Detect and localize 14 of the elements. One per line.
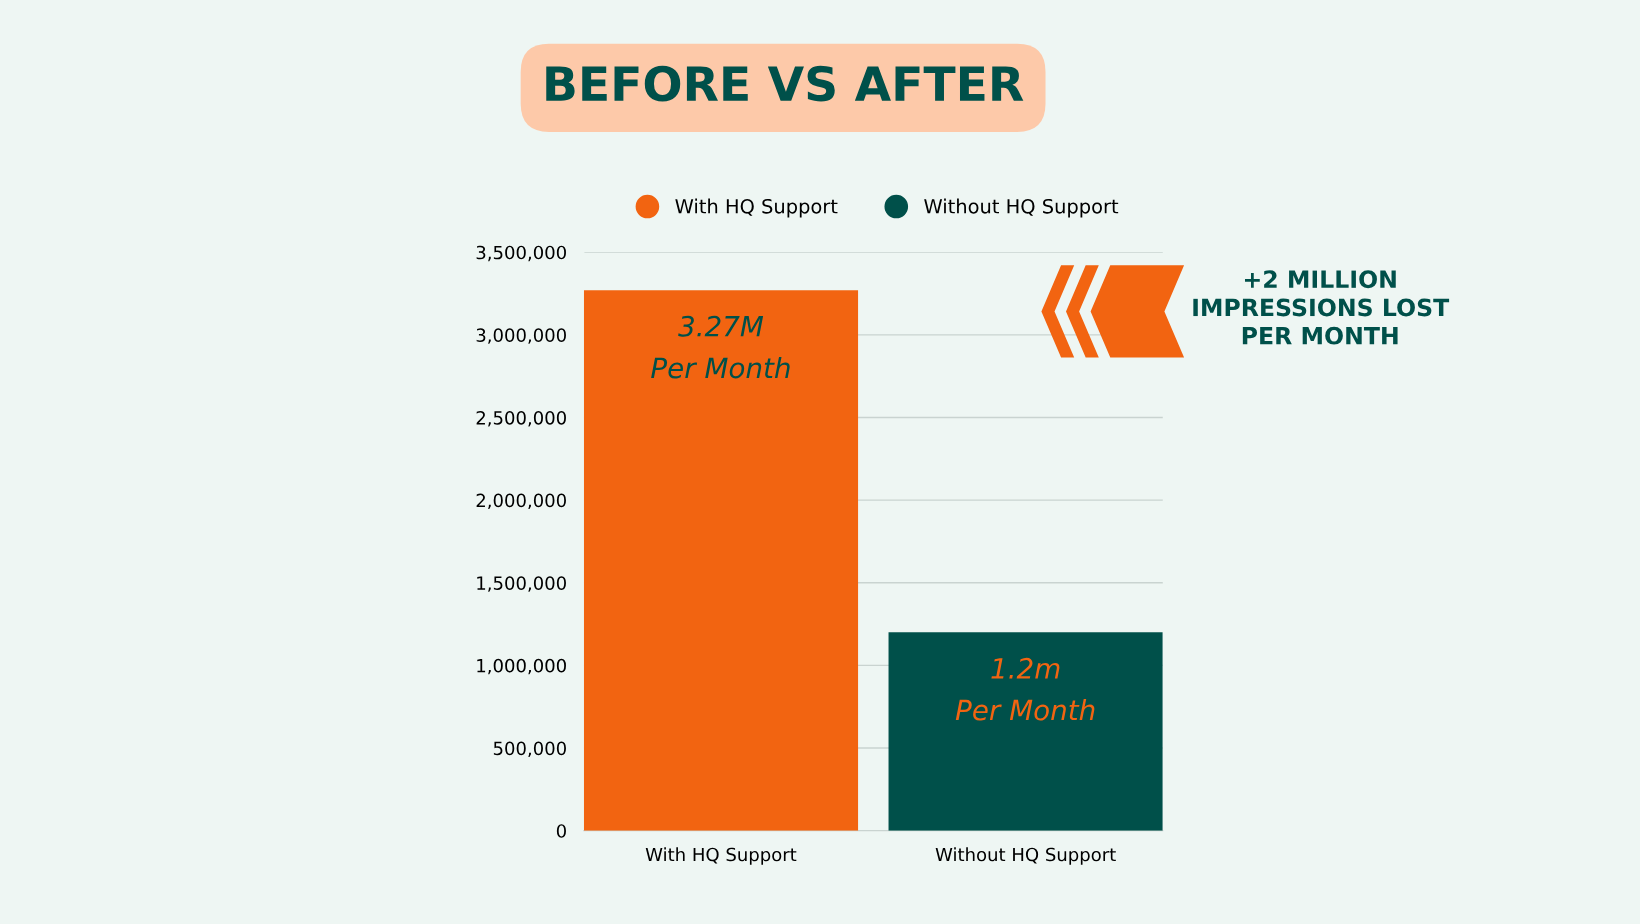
y-tick-label: 3,500,000	[476, 245, 566, 262]
y-tick-label: 1,000,000	[477, 658, 566, 675]
text: +2 MILLION IMPRESSIONS LOST PER MONTH	[1193, 270, 1450, 345]
data-label: 3.27M Per Month	[651, 315, 790, 379]
y-tick-label: 500,000	[493, 741, 566, 757]
y-tick-label: 0	[556, 824, 566, 838]
legend-label: With HQ Support	[675, 198, 838, 218]
y-tick-label: 2,500,000	[476, 410, 566, 427]
chart-title: BEFORE VS AFTER	[546, 65, 1024, 102]
y-tick-label: 1,500,000	[477, 576, 566, 592]
y-tick-label: 3,000,000	[476, 328, 566, 344]
data-label: 1.2m Per Month	[955, 657, 1095, 721]
legend-label: Without HQ Support	[924, 198, 1119, 218]
y-tick-label: 2,000,000	[476, 493, 566, 510]
